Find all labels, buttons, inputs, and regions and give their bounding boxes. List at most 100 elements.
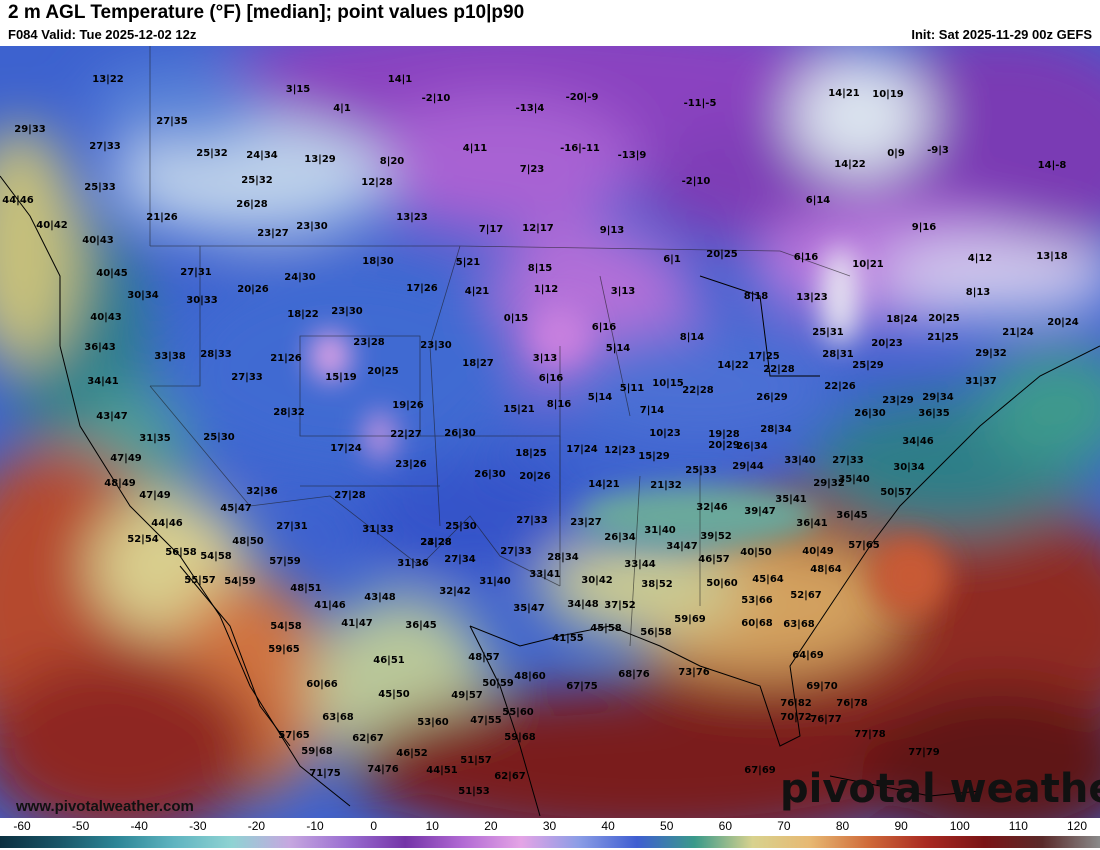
- point-value-label: -13|4: [516, 103, 545, 114]
- point-value-label: 47|55: [470, 715, 502, 726]
- point-value-label: 18|24: [886, 314, 918, 325]
- point-value-label: -9|3: [927, 145, 949, 156]
- point-value-label: 10|19: [872, 89, 904, 100]
- point-value-label: 28|33: [200, 349, 232, 360]
- point-value-label: 36|45: [836, 510, 868, 521]
- point-value-label: 20|26: [237, 284, 269, 295]
- point-value-label: -11|-5: [684, 98, 717, 109]
- point-value-label: 38|52: [641, 579, 673, 590]
- point-value-label: 23|26: [395, 459, 427, 470]
- point-value-label: 67|69: [744, 765, 776, 776]
- temperature-map[interactable]: 13|22 3|15 14|1 -2|10 4|1 -13|4 -20|-9 -11|-5 14…: [0, 46, 1100, 818]
- point-value-label: 35|47: [513, 603, 545, 614]
- point-value-label: 27|34: [444, 554, 476, 565]
- point-value-label: 59|65: [268, 644, 300, 655]
- point-value-label: 41|46: [314, 600, 346, 611]
- point-value-label: 14|22: [717, 360, 749, 371]
- point-value-label: 45|64: [752, 574, 784, 585]
- point-value-label: 23|27: [570, 517, 602, 528]
- point-value-label: 31|36: [397, 558, 429, 569]
- point-value-label: 15|29: [638, 451, 670, 462]
- point-value-label: 51|53: [458, 786, 490, 797]
- colorbar-tick: -10: [306, 819, 324, 833]
- point-value-label: 54|58: [270, 621, 302, 632]
- coastlines: [0, 175, 1100, 817]
- point-value-label: 24|28: [420, 537, 452, 548]
- colorbar-tick: 70: [777, 819, 791, 833]
- point-value-label: 48|64: [810, 564, 842, 575]
- point-value-label: 28|34: [760, 424, 792, 435]
- point-value-label: 47|49: [110, 453, 142, 464]
- point-value-label: 35|40: [838, 474, 870, 485]
- colorbar-tick: 120: [1066, 819, 1088, 833]
- colorbar-tick: -20: [247, 819, 266, 833]
- point-value-label: 8|14: [680, 332, 705, 343]
- point-value-label: 14|1: [388, 74, 413, 85]
- point-value-label: 40|50: [740, 547, 772, 558]
- point-value-label: 8|20: [380, 156, 405, 167]
- point-value-label: 24|30: [284, 272, 316, 283]
- point-value-label: 27|33: [500, 546, 532, 557]
- point-value-label: 26|28: [236, 199, 268, 210]
- point-value-label: 40|43: [82, 235, 114, 246]
- point-value-label: 76|77: [810, 714, 842, 725]
- point-value-label: 59|68: [504, 732, 536, 743]
- point-value-label: 71|75: [309, 768, 341, 779]
- point-value-label: 13|29: [304, 154, 336, 165]
- point-value-label: 59|69: [674, 614, 706, 625]
- point-value-label: 76|78: [836, 698, 868, 709]
- point-value-label: 77|78: [854, 729, 886, 740]
- point-value-label: 13|18: [1036, 251, 1068, 262]
- point-value-label: 34|41: [87, 376, 119, 387]
- point-value-label: 1|12: [534, 284, 559, 295]
- point-value-label: 7|23: [520, 164, 545, 175]
- point-value-label: 25|29: [852, 360, 884, 371]
- point-value-label: 70|72: [780, 712, 812, 723]
- point-value-label: 22|26: [824, 381, 856, 392]
- point-value-label: 34|48: [567, 599, 599, 610]
- point-value-label: 33|40: [784, 455, 816, 466]
- point-value-label: 8|16: [547, 399, 572, 410]
- point-value-label: 43|48: [364, 592, 396, 603]
- point-value-label: 30|33: [186, 295, 218, 306]
- point-value-label: 56|58: [165, 547, 197, 558]
- point-value-label: 25|31: [812, 327, 844, 338]
- point-value-label: 53|66: [741, 595, 773, 606]
- point-value-label: 23|30: [331, 306, 363, 317]
- header: 2 m AGL Temperature (°F) [median]; point…: [0, 0, 1100, 46]
- point-value-label: 5|14: [606, 343, 631, 354]
- point-value-label: 51|57: [460, 755, 492, 766]
- point-value-label: 55|60: [502, 707, 534, 718]
- point-value-label: 52|54: [127, 534, 159, 545]
- point-value-label: 33|41: [529, 569, 561, 580]
- brand-logo: pivotal weather: [780, 766, 1100, 812]
- point-value-label: 50|59: [482, 678, 514, 689]
- point-value-label: 25|33: [84, 182, 116, 193]
- colorbar-tick: 80: [835, 819, 850, 833]
- point-value-label: 25|32: [196, 148, 228, 159]
- init-time: Init: Sat 2025-11-29 00z GEFS: [911, 27, 1092, 42]
- point-value-label: 20|25: [367, 366, 399, 377]
- point-value-label: 14|21: [828, 88, 860, 99]
- point-value-label: 31|37: [965, 376, 997, 387]
- point-value-label: 48|60: [514, 671, 546, 682]
- point-value-label: 50|60: [706, 578, 738, 589]
- point-value-label: 27|31: [180, 267, 212, 278]
- point-value-label: 60|66: [306, 679, 338, 690]
- colorbar-tick: -50: [71, 819, 90, 833]
- point-value-label: 32|36: [246, 486, 278, 497]
- point-value-label: 27|31: [276, 521, 308, 532]
- point-value-label: 73|76: [678, 667, 710, 678]
- point-value-label: 14|21: [588, 479, 620, 490]
- watermark-url: www.pivotalweather.com: [16, 798, 194, 815]
- colorbar-tick: 60: [718, 819, 733, 833]
- point-value-label: 49|57: [451, 690, 483, 701]
- point-value-label: 29|32: [813, 478, 845, 489]
- point-value-label: 26|29: [756, 392, 788, 403]
- point-value-label: 27|28: [334, 490, 366, 501]
- point-value-label: -16|-11: [560, 143, 600, 154]
- point-value-label: 15|21: [503, 404, 535, 415]
- point-value-label: 6|16: [592, 322, 617, 333]
- colorbar-tick: 40: [601, 819, 615, 833]
- point-value-label: 32|46: [696, 502, 728, 513]
